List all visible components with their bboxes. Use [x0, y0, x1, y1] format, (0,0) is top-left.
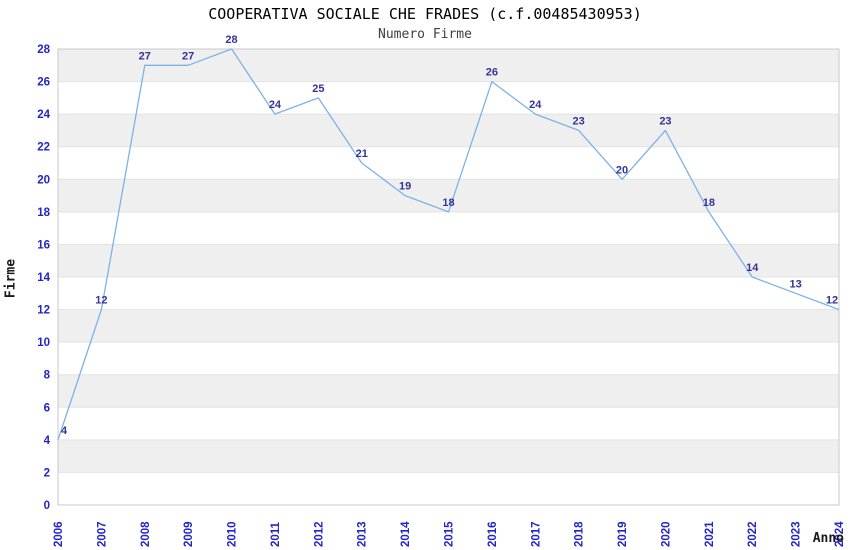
y-tick-label: 26	[37, 77, 50, 89]
x-tick-label: 2012	[313, 521, 325, 547]
plot-band	[58, 309, 839, 343]
point-label: 4	[61, 425, 68, 437]
x-tick-label: 2024	[834, 521, 846, 547]
x-tick-label: 2021	[704, 521, 716, 547]
plot-band	[58, 277, 839, 310]
plot-band	[58, 179, 839, 212]
y-tick-label: 2	[44, 467, 50, 479]
plot-band	[58, 342, 839, 375]
x-tick-label: 2009	[183, 521, 195, 547]
plot-band	[58, 472, 839, 505]
x-axis-title: Anno	[812, 531, 844, 546]
x-tick-label: 2008	[140, 521, 152, 547]
point-label: 23	[659, 115, 671, 127]
chart-subtitle: Numero Firme	[378, 27, 472, 42]
x-tick-label: 2007	[96, 521, 108, 547]
x-tick-label: 2015	[444, 521, 456, 547]
point-label: 13	[789, 278, 801, 290]
y-tick-label: 16	[37, 239, 50, 251]
point-label: 21	[356, 148, 368, 160]
point-label: 19	[399, 181, 411, 193]
plot-band	[58, 407, 839, 440]
plot-band	[58, 114, 839, 147]
point-label: 14	[746, 262, 759, 274]
y-tick-label: 6	[44, 402, 50, 414]
point-label: 24	[269, 99, 282, 111]
point-label: 25	[312, 83, 324, 95]
x-tick-label: 2011	[270, 521, 282, 547]
y-tick-label: 24	[37, 109, 50, 121]
y-tick-label: 4	[44, 435, 51, 447]
series-line	[57, 48, 840, 441]
y-tick-label: 18	[37, 207, 50, 219]
y-tick-label: 0	[44, 500, 50, 512]
point-label: 18	[442, 197, 454, 209]
point-label: 12	[95, 295, 107, 307]
x-tick-label: 2010	[227, 521, 239, 547]
point-label: 28	[225, 34, 237, 46]
y-tick-label: 12	[37, 305, 50, 317]
point-label: 26	[486, 67, 498, 79]
y-tick-label: 10	[37, 337, 50, 349]
plot-band	[58, 211, 839, 245]
plot-band	[58, 81, 839, 115]
x-tick-label: 2020	[660, 521, 672, 547]
plot-band	[58, 146, 839, 180]
point-label: 27	[182, 50, 194, 62]
plot-band	[58, 244, 839, 277]
x-tick-label: 2014	[400, 521, 412, 547]
x-tick-label: 2006	[53, 521, 65, 547]
plot-band	[58, 374, 839, 408]
x-tick-label: 2016	[487, 521, 499, 547]
x-tick-label: 2023	[791, 521, 803, 547]
chart-title: COOPERATIVA SOCIALE CHE FRADES (c.f.0048…	[208, 5, 642, 23]
point-label: 12	[826, 295, 838, 307]
plot-border	[57, 48, 840, 506]
y-tick-label: 28	[37, 44, 50, 56]
point-label: 18	[703, 197, 715, 209]
x-tick-label: 2017	[530, 521, 542, 547]
y-tick-label: 20	[37, 174, 50, 186]
x-tick-label: 2013	[357, 521, 369, 547]
y-tick-label: 8	[44, 370, 51, 382]
point-label: 20	[616, 164, 628, 176]
point-label: 27	[139, 50, 151, 62]
point-label: 24	[529, 99, 542, 111]
x-tick-label: 2018	[574, 521, 586, 547]
x-tick-label: 2019	[617, 521, 629, 547]
x-tick-label: 2022	[747, 521, 759, 547]
y-tick-label: 22	[37, 142, 50, 154]
point-label: 23	[573, 115, 585, 127]
y-tick-label: 14	[37, 272, 50, 284]
plot-band	[58, 439, 839, 473]
